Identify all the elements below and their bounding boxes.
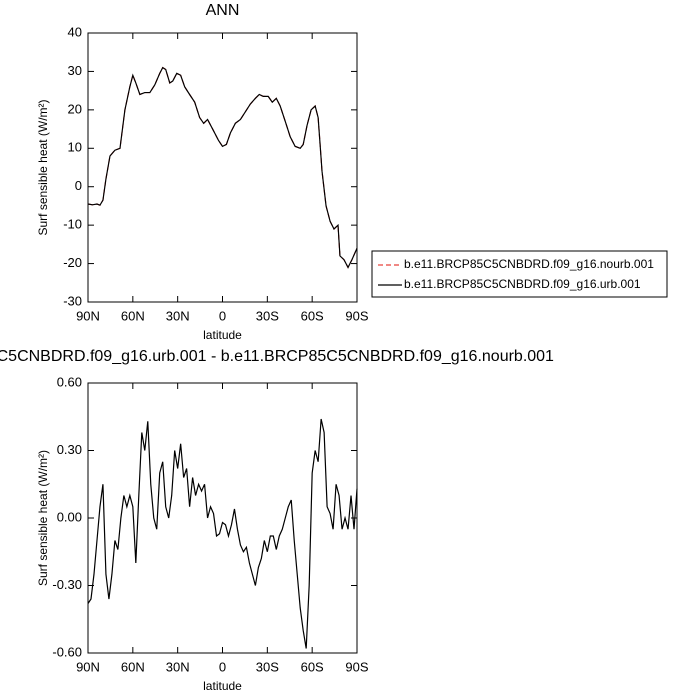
y-tick-label: -20 <box>63 255 82 270</box>
x-tick-label: 30S <box>256 659 279 674</box>
x-tick-label: 30N <box>166 308 190 323</box>
x-tick-label: 90N <box>76 308 100 323</box>
y-tick-label: 0.30 <box>57 442 82 457</box>
x-tick-label: 30N <box>166 659 190 674</box>
legend-box <box>371 250 668 298</box>
data-line <box>87 66 358 269</box>
panel-title: ANN <box>206 2 240 19</box>
x-axis-title: latitude <box>203 679 242 693</box>
y-tick-label: -0.60 <box>52 644 82 659</box>
x-tick-label: 90S <box>345 659 368 674</box>
y-tick-label: 20 <box>68 101 82 116</box>
x-tick-label: 60S <box>301 659 324 674</box>
data-line <box>87 418 358 649</box>
panel: b.e11.BRCP85C5CNBDRD.f09_g16.urb.001 - b… <box>0 348 554 693</box>
y-axis-title: Surf sensible heat (W/m²) <box>36 450 50 586</box>
x-tick-label: 90N <box>76 659 100 674</box>
x-tick-label: 0 <box>219 308 226 323</box>
plot-frame <box>87 32 358 303</box>
panel-title: b.e11.BRCP85C5CNBDRD.f09_g16.urb.001 - b… <box>0 348 554 365</box>
y-axis-title: Surf sensible heat (W/m²) <box>36 99 50 235</box>
data-line <box>87 66 358 269</box>
legend-label: b.e11.BRCP85C5CNBDRD.f09_g16.nourb.001 <box>404 257 654 271</box>
legend: b.e11.BRCP85C5CNBDRD.f09_g16.nourb.001 b.… <box>371 250 668 298</box>
y-tick-label: 10 <box>68 140 82 155</box>
y-tick-label: 40 <box>68 24 82 39</box>
x-tick-label: 60N <box>121 659 145 674</box>
panel: ANN -30 -20 -10 0 10 20 30 40 90N 60N 30N 0 30S 60S 90S… <box>36 2 668 342</box>
y-tick-label: -0.30 <box>52 577 82 592</box>
x-tick-label: 90S <box>345 308 368 323</box>
x-tick-label: 60S <box>301 308 324 323</box>
y-tick-label: 30 <box>68 63 82 78</box>
y-tick-label: -10 <box>63 217 82 232</box>
x-tick-label: 0 <box>219 659 226 674</box>
y-tick-label: 0 <box>75 178 82 193</box>
x-tick-label: 30S <box>256 308 279 323</box>
y-tick-label: 0.00 <box>57 509 82 524</box>
plot-frame <box>87 382 358 654</box>
y-tick-label: 0.60 <box>57 374 82 389</box>
x-axis-title: latitude <box>203 328 242 342</box>
y-tick-label: -30 <box>63 293 82 308</box>
legend-label: b.e11.BRCP85C5CNBDRD.f09_g16.urb.001 <box>404 277 641 291</box>
x-tick-label: 60N <box>121 308 145 323</box>
